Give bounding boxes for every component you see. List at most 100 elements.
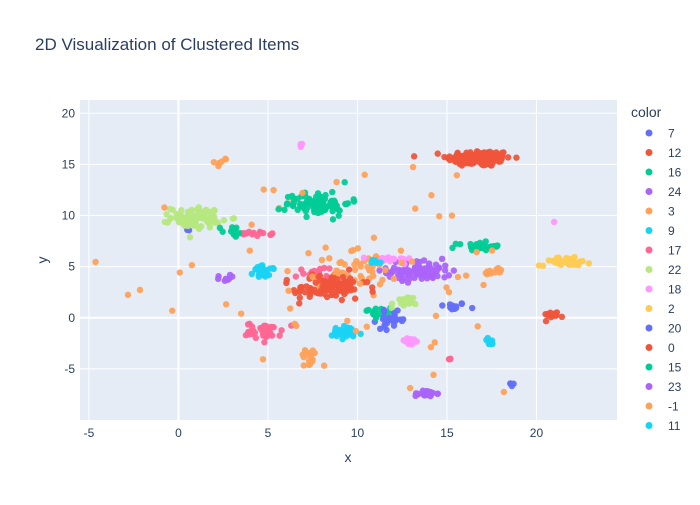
data-point xyxy=(214,219,222,227)
data-point xyxy=(176,269,184,276)
plot-area xyxy=(80,100,617,420)
data-point xyxy=(307,290,314,297)
data-point xyxy=(372,257,379,264)
y-tick-label: 15 xyxy=(62,157,76,171)
data-point xyxy=(427,343,435,351)
data-point xyxy=(390,255,397,262)
data-point xyxy=(338,296,345,304)
data-point xyxy=(309,356,316,363)
data-point xyxy=(222,301,230,308)
data-point xyxy=(468,160,475,167)
data-point xyxy=(349,278,357,286)
data-point xyxy=(225,275,233,283)
data-point xyxy=(478,160,485,168)
data-point xyxy=(312,279,319,286)
data-point xyxy=(339,288,347,296)
data-point xyxy=(363,323,371,330)
legend-marker-9 xyxy=(645,227,653,234)
data-point xyxy=(302,207,310,215)
data-point xyxy=(301,288,309,296)
data-point xyxy=(300,353,307,361)
legend-label: 16 xyxy=(668,166,682,180)
data-point xyxy=(276,332,283,339)
data-point xyxy=(337,258,345,266)
data-point xyxy=(335,206,342,213)
data-point xyxy=(400,316,407,323)
data-point xyxy=(300,362,308,369)
data-point xyxy=(450,156,458,164)
data-point xyxy=(222,155,229,163)
legend-marker-18 xyxy=(645,285,653,293)
legend-label: 18 xyxy=(668,283,682,297)
data-point xyxy=(283,276,291,284)
legend-marker-0 xyxy=(645,344,653,351)
data-point xyxy=(309,273,316,280)
data-point xyxy=(268,231,275,238)
data-point xyxy=(385,316,393,323)
data-point xyxy=(406,384,414,392)
data-point xyxy=(445,355,453,363)
y-tick-label: -5 xyxy=(64,362,75,376)
data-point xyxy=(341,179,348,186)
data-point xyxy=(259,356,267,363)
legend-marker-17 xyxy=(645,246,653,254)
data-point xyxy=(267,323,274,331)
data-point xyxy=(549,257,556,265)
gridlines xyxy=(80,100,617,420)
data-point xyxy=(229,215,237,222)
legend-marker-15 xyxy=(645,363,653,371)
chart-title: 2D Visualization of Clustered Items xyxy=(35,35,299,54)
data-point xyxy=(427,389,434,396)
data-point xyxy=(432,312,440,320)
data-point xyxy=(413,271,420,278)
series-2 xyxy=(535,253,593,270)
data-point xyxy=(351,266,359,274)
legend-label: 23 xyxy=(668,380,682,394)
data-point xyxy=(370,311,377,318)
data-point xyxy=(376,281,384,288)
data-point xyxy=(431,339,438,346)
data-point xyxy=(450,267,458,274)
data-point xyxy=(297,141,304,148)
data-point xyxy=(412,205,419,212)
data-point xyxy=(381,321,388,328)
data-point xyxy=(485,160,492,167)
data-point xyxy=(173,210,180,218)
data-point xyxy=(184,218,191,226)
data-point xyxy=(420,257,428,264)
data-point xyxy=(311,286,318,293)
data-point xyxy=(251,329,259,336)
data-point xyxy=(467,240,474,248)
data-point xyxy=(448,212,456,219)
data-point xyxy=(232,231,239,238)
data-point xyxy=(339,335,346,343)
legend-label: 20 xyxy=(668,322,682,336)
data-point xyxy=(388,304,395,312)
data-point xyxy=(566,258,574,265)
data-point xyxy=(284,193,292,201)
data-point xyxy=(333,267,340,274)
legend-label: 24 xyxy=(668,185,682,199)
data-point xyxy=(281,206,288,214)
data-point xyxy=(285,287,292,294)
data-point xyxy=(350,198,358,205)
data-point xyxy=(441,274,448,281)
data-point xyxy=(430,371,437,379)
data-point xyxy=(169,307,176,314)
data-point xyxy=(188,261,196,269)
data-point xyxy=(326,265,333,272)
data-point xyxy=(396,296,403,303)
series-23 xyxy=(412,387,442,400)
data-point xyxy=(335,328,342,335)
data-point xyxy=(500,388,508,396)
data-point xyxy=(344,279,352,286)
data-point xyxy=(493,265,500,273)
data-point xyxy=(354,245,362,252)
data-point xyxy=(284,267,291,275)
data-point xyxy=(474,323,481,330)
y-tick-label: 0 xyxy=(68,311,75,325)
data-point xyxy=(445,288,453,296)
data-point xyxy=(547,311,554,318)
data-point xyxy=(169,206,176,214)
